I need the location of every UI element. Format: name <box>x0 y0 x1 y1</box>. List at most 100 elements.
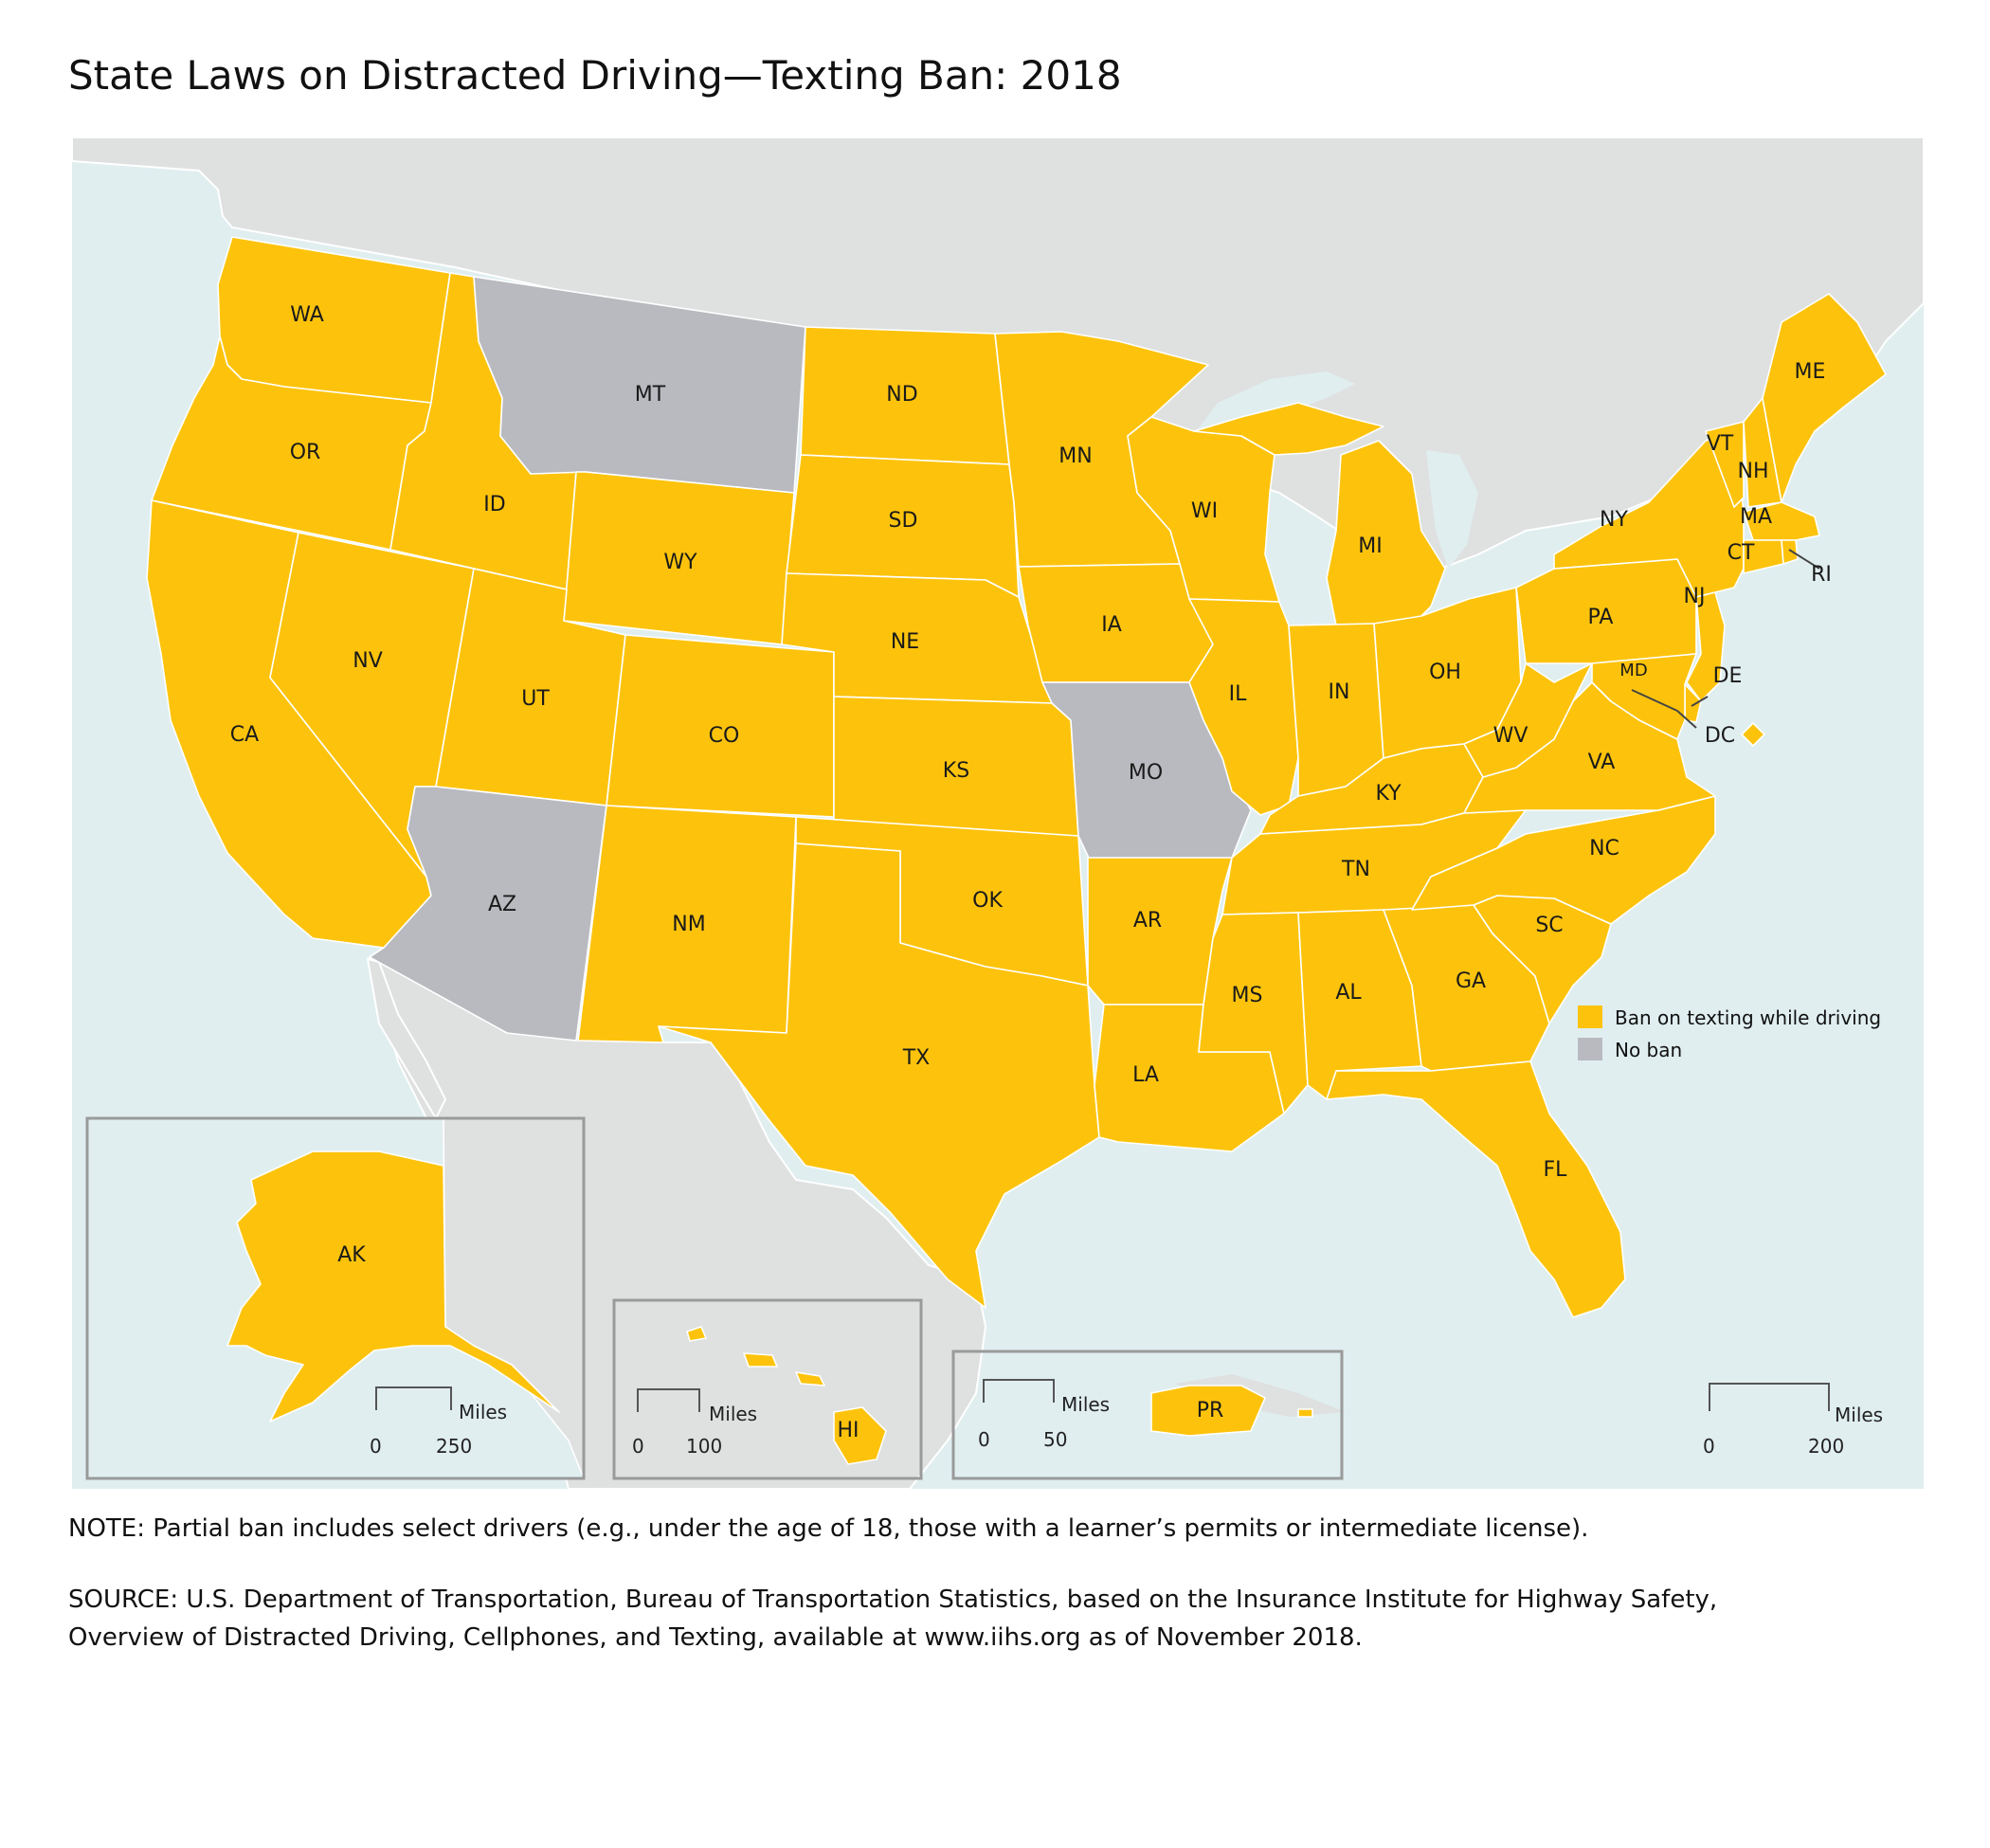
state-mi-up[interactable] <box>1193 402 1384 456</box>
state-vt[interactable] <box>1705 421 1745 508</box>
label-pr: PR <box>1197 1399 1224 1422</box>
label-wy: WY <box>663 551 697 574</box>
label-mo: MO <box>1129 761 1163 785</box>
label-ms: MS <box>1232 984 1263 1007</box>
leader-ri <box>1788 549 1820 570</box>
label-ia: IA <box>1101 613 1122 637</box>
label-hi: HI <box>837 1419 859 1442</box>
leader-md <box>1631 689 1678 712</box>
leader-dc <box>1676 710 1697 729</box>
hawaii-scale-zero: 0 <box>632 1435 644 1458</box>
label-sd: SD <box>889 509 918 533</box>
label-tn: TN <box>1341 858 1370 881</box>
state-il[interactable] <box>1188 598 1299 816</box>
label-va: VA <box>1588 751 1616 774</box>
label-nh: NH <box>1738 460 1769 483</box>
state-pr[interactable] <box>1150 1385 1313 1437</box>
main-scale-bar <box>1709 1383 1830 1411</box>
state-hi[interactable] <box>686 1326 887 1465</box>
label-ar: AR <box>1133 909 1162 933</box>
label-me: ME <box>1795 360 1826 384</box>
label-mn: MN <box>1058 444 1092 468</box>
state-labels: WA OR CA ID NV MT WY UT AZ CO NM ND SD N… <box>230 303 1832 1442</box>
label-ak: AK <box>337 1243 366 1267</box>
label-de: DE <box>1713 664 1743 688</box>
label-nv: NV <box>353 649 383 673</box>
main-scale-max: 200 <box>1808 1435 1844 1458</box>
label-ca: CA <box>230 723 259 747</box>
label-co: CO <box>709 724 740 748</box>
legend-swatch-ban <box>1578 1006 1602 1028</box>
label-nd: ND <box>886 383 917 407</box>
label-ks: KS <box>943 759 969 783</box>
main-scale-unit: Miles <box>1835 1404 1883 1426</box>
baja-california <box>366 957 447 1121</box>
label-la: LA <box>1132 1063 1159 1087</box>
legend-swatch-noban <box>1578 1038 1602 1060</box>
label-ut: UT <box>521 687 550 711</box>
label-dc: DC <box>1705 724 1735 748</box>
label-ri: RI <box>1811 563 1832 587</box>
label-fl: FL <box>1544 1158 1568 1182</box>
label-il: IL <box>1229 682 1247 706</box>
label-pa: PA <box>1588 606 1614 629</box>
label-in: IN <box>1329 680 1350 704</box>
label-wa: WA <box>290 303 324 327</box>
alaska-scale-bar <box>375 1386 452 1410</box>
pr-scale-unit: Miles <box>1061 1393 1110 1416</box>
alaska-scale-unit: Miles <box>459 1401 507 1423</box>
label-wi: WI <box>1191 499 1218 523</box>
hawaii-scale-max: 100 <box>686 1435 722 1458</box>
label-md: MD <box>1619 661 1647 680</box>
label-oh: OH <box>1429 661 1461 684</box>
scale-labels: Miles 0 250 Miles 0 100 Miles 0 50 Miles… <box>370 1393 1883 1458</box>
main-scale-zero: 0 <box>1703 1435 1715 1458</box>
label-nm: NM <box>672 913 705 936</box>
scale-bars <box>375 1379 1830 1412</box>
state-mt[interactable] <box>473 276 806 494</box>
state-nc[interactable] <box>1411 795 1716 925</box>
label-mi: MI <box>1358 534 1382 558</box>
pr-scale-zero: 0 <box>978 1428 990 1451</box>
pr-scale-bar <box>983 1379 1055 1403</box>
label-tx: TX <box>902 1046 931 1070</box>
map-source: SOURCE: U.S. Department of Transportatio… <box>68 1585 1718 1652</box>
label-vt: VT <box>1707 432 1734 456</box>
state-tx[interactable] <box>658 842 1100 1309</box>
map-title: State Laws on Distracted Driving—Texting… <box>68 52 1122 99</box>
label-ny: NY <box>1600 508 1628 532</box>
label-ok: OK <box>972 889 1003 913</box>
hawaii-scale-bar <box>637 1388 700 1412</box>
state-mi[interactable] <box>1326 440 1446 626</box>
state-az[interactable] <box>369 786 607 1042</box>
label-mt: MT <box>635 383 666 407</box>
state-fl[interactable] <box>1326 1060 1626 1318</box>
state-me[interactable] <box>1762 293 1887 503</box>
leader-de <box>1691 696 1709 707</box>
label-ga: GA <box>1456 969 1486 993</box>
label-ct: CT <box>1728 541 1755 565</box>
map-panel: WA OR CA ID NV MT WY UT AZ CO NM ND SD N… <box>72 137 1924 1489</box>
legend-label-ban: Ban on texting while driving <box>1615 1006 1881 1029</box>
state-wy[interactable] <box>563 471 795 645</box>
state-ak[interactable] <box>226 1150 560 1422</box>
label-or: OR <box>290 441 321 464</box>
label-ma: MA <box>1740 505 1772 529</box>
state-ri[interactable] <box>1781 539 1799 565</box>
legend-label-noban: No ban <box>1615 1039 1682 1061</box>
hawaii-inset-frame <box>612 1298 923 1480</box>
us-map: WA OR CA ID NV MT WY UT AZ CO NM ND SD N… <box>72 137 1924 1489</box>
label-al: AL <box>1335 981 1362 1005</box>
state-nj[interactable] <box>1686 591 1726 702</box>
leader-lines <box>1631 549 1820 729</box>
state-dc-marker[interactable] <box>1741 722 1765 747</box>
label-az: AZ <box>488 893 516 916</box>
states-layer <box>87 236 1887 1479</box>
pr-inset-frame <box>951 1350 1344 1480</box>
label-nc: NC <box>1589 837 1619 861</box>
label-nj: NJ <box>1684 585 1706 608</box>
hawaii-scale-unit: Miles <box>709 1403 757 1425</box>
state-wa[interactable] <box>217 236 451 404</box>
alaska-scale-zero: 0 <box>370 1435 382 1458</box>
legend: Ban on texting while driving No ban <box>1578 1006 1881 1061</box>
